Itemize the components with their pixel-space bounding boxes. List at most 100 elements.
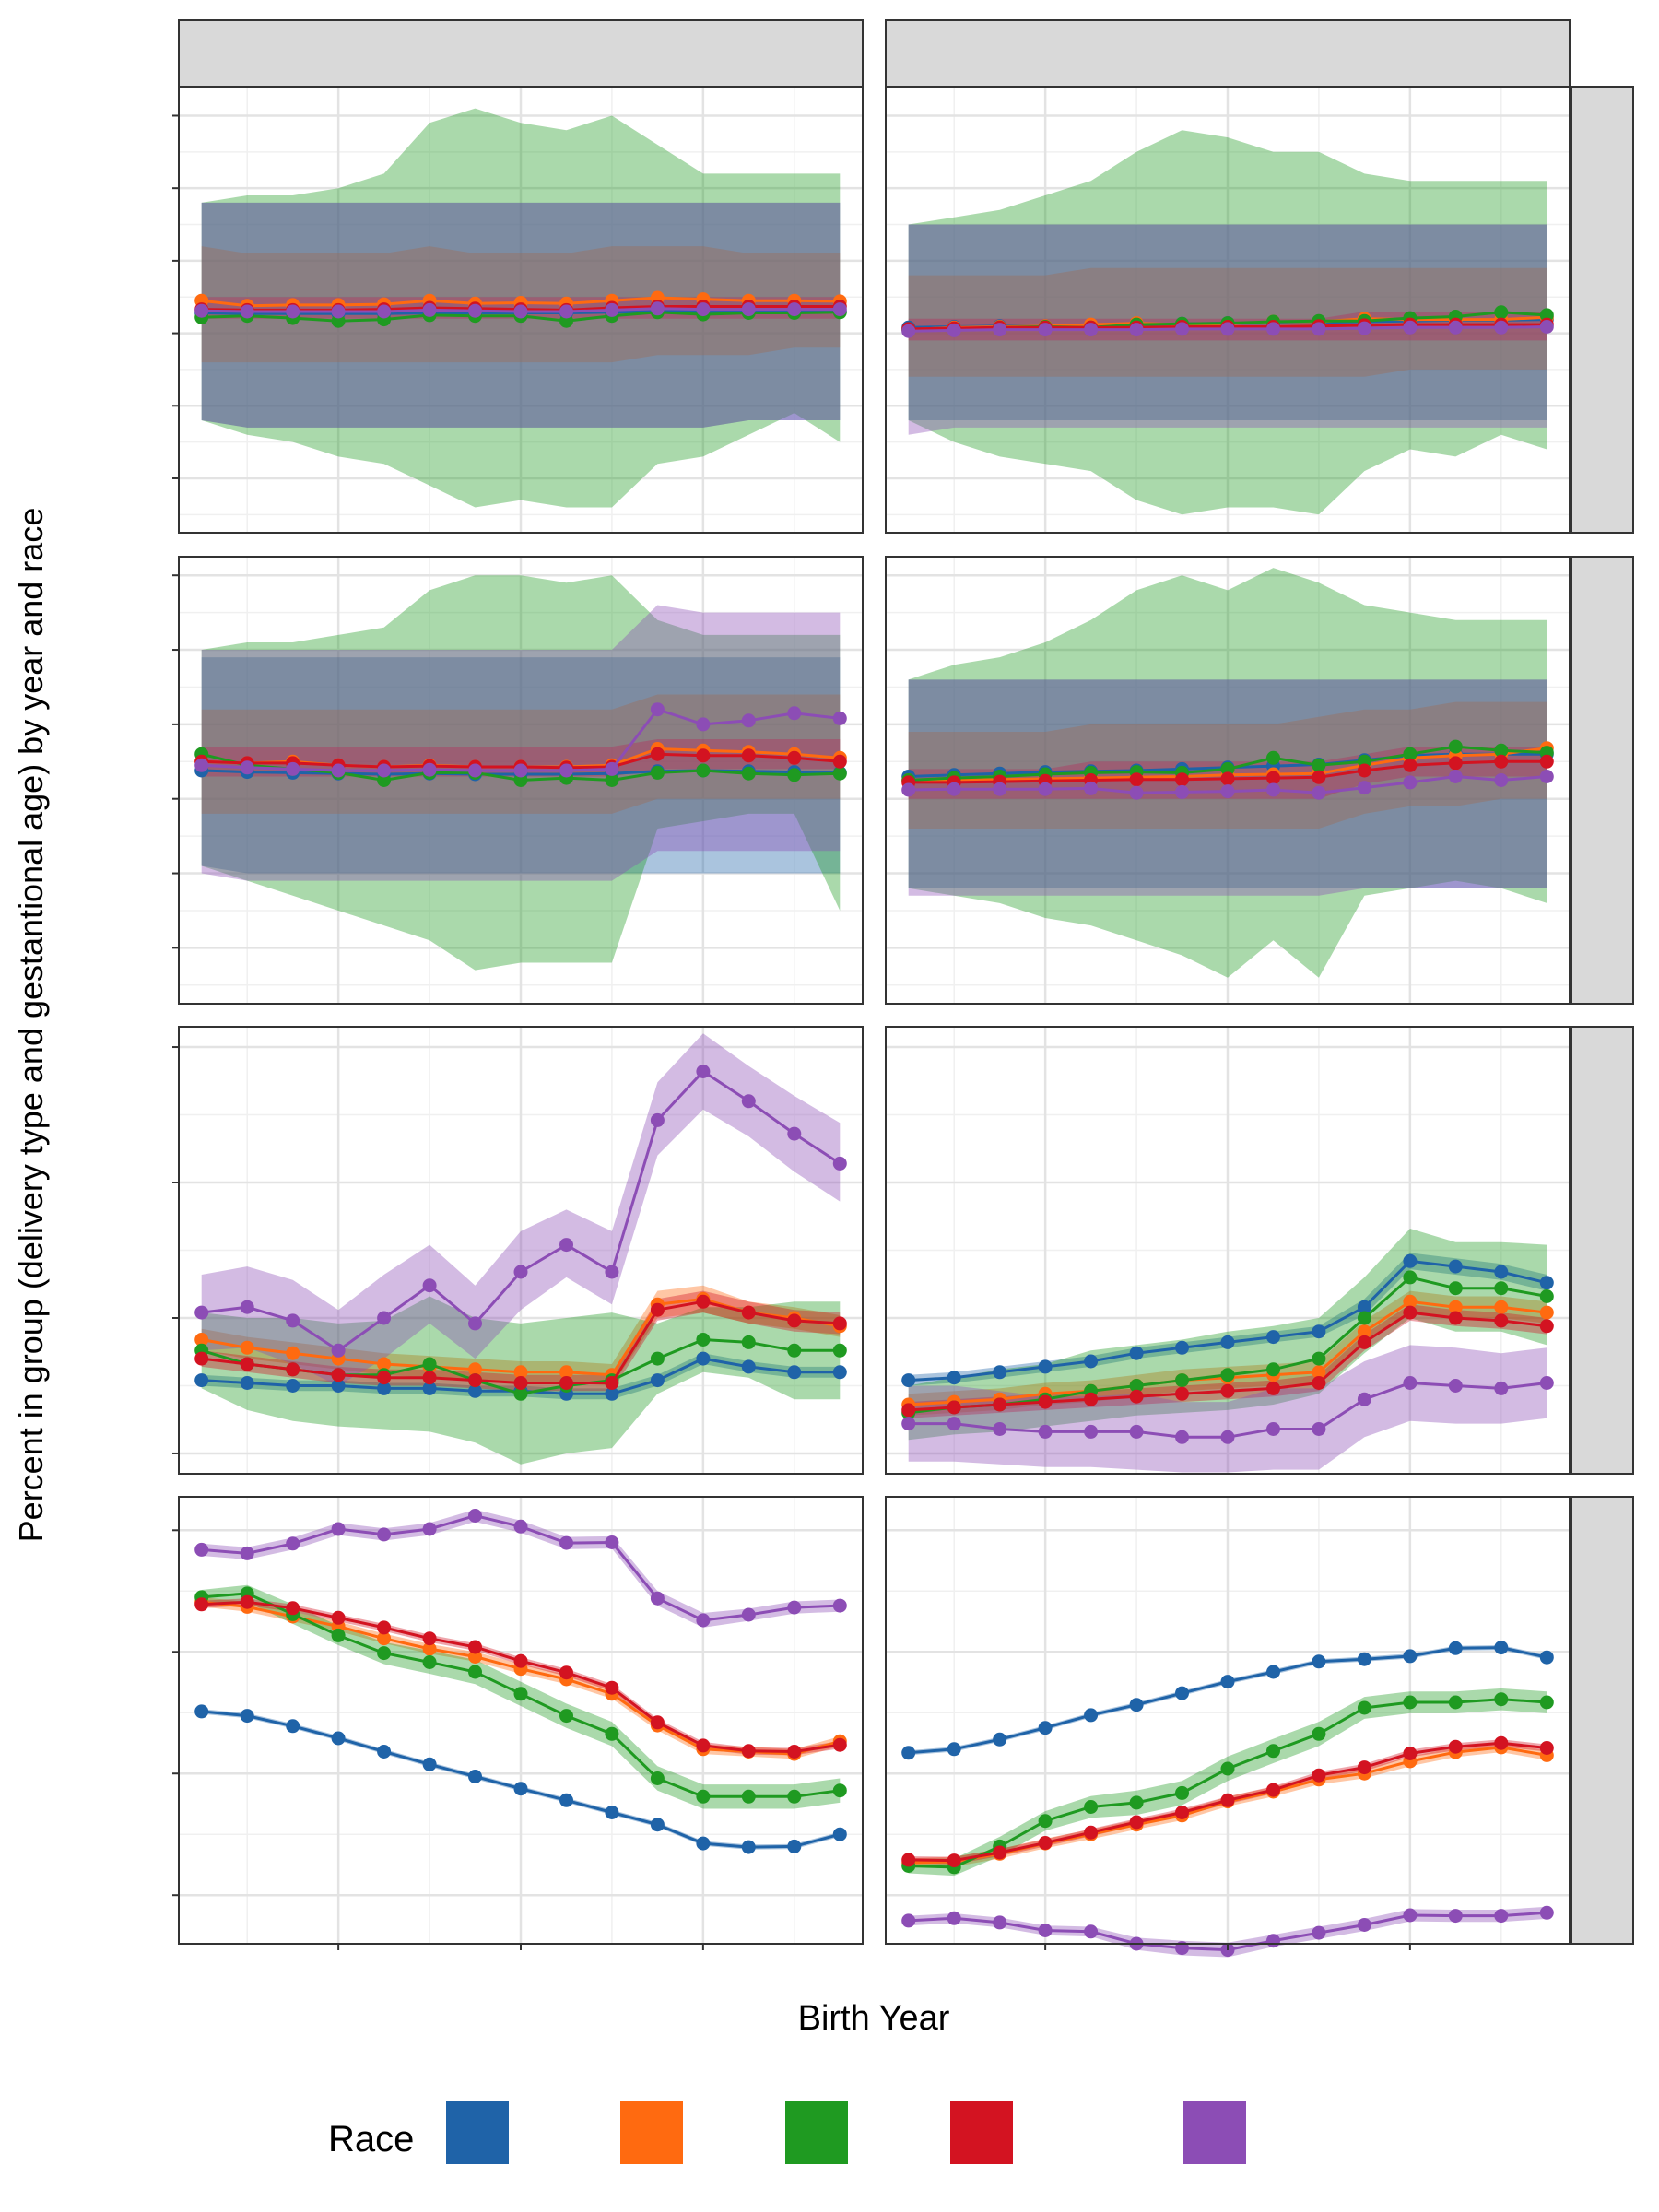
point-multiracial-2004 xyxy=(1038,1394,1053,1409)
legend-key-black xyxy=(620,2101,683,2164)
point-indigenous-2003 xyxy=(286,304,300,319)
point-multiracial-2003 xyxy=(993,1397,1007,1412)
point-indigenous-2008 xyxy=(1220,322,1235,336)
point-indigenous-2011 xyxy=(1357,1392,1371,1406)
ribbon-indigenous xyxy=(908,1345,1547,1473)
point-white-2002 xyxy=(947,1371,961,1385)
point-indigenous-2008 xyxy=(513,763,528,778)
point-indigenous-2004 xyxy=(1038,1924,1053,1937)
point-multiracial-2007 xyxy=(1175,1386,1189,1401)
point-multiracial-2003 xyxy=(286,1362,300,1377)
panel-border xyxy=(178,86,864,534)
point-asian-2014 xyxy=(1494,743,1509,758)
point-indigenous-2006 xyxy=(422,1522,437,1536)
point-multiracial-2001 xyxy=(194,1597,209,1612)
point-indigenous-2015 xyxy=(1539,770,1554,783)
point-multiracial-2006 xyxy=(1129,1389,1144,1404)
point-multiracial-2012 xyxy=(696,1738,711,1753)
point-white-2015 xyxy=(832,1365,847,1380)
point-indigenous-2013 xyxy=(1448,770,1463,783)
point-multiracial-2014 xyxy=(1494,754,1509,769)
point-indigenous-2014 xyxy=(787,1600,802,1615)
point-multiracial-2007 xyxy=(1175,772,1189,787)
point-indigenous-2004 xyxy=(331,763,346,778)
point-black-2014 xyxy=(1494,1300,1509,1314)
point-indigenous-2010 xyxy=(1312,1422,1326,1436)
point-white-2007 xyxy=(468,1770,482,1783)
point-asian-2007 xyxy=(1175,1373,1189,1388)
point-indigenous-2002 xyxy=(240,760,254,775)
point-indigenous-2006 xyxy=(1129,785,1144,800)
ribbon-indigenous xyxy=(201,605,841,881)
point-asian-2011 xyxy=(1357,1700,1371,1715)
point-indigenous-2001 xyxy=(901,324,916,338)
point-black-2002 xyxy=(240,1340,254,1355)
point-multiracial-2003 xyxy=(993,1845,1007,1860)
panel-border xyxy=(885,86,1571,534)
point-white-2012 xyxy=(696,1351,711,1366)
point-asian-2013 xyxy=(1448,1695,1463,1710)
panel-32-36-weeks-cesarean xyxy=(885,1026,1571,1475)
point-asian-2010 xyxy=(1312,1351,1326,1366)
point-indigenous-2011 xyxy=(650,301,665,316)
point-indigenous-2007 xyxy=(1175,322,1189,336)
point-white-2003 xyxy=(993,1365,1007,1380)
point-multiracial-2009 xyxy=(1266,1783,1280,1797)
point-indigenous-2015 xyxy=(1539,1376,1554,1390)
point-asian-2012 xyxy=(696,1333,711,1347)
column-strip-vaginal xyxy=(178,19,864,88)
point-multiracial-2002 xyxy=(240,1594,254,1609)
point-indigenous-2002 xyxy=(240,1300,254,1314)
point-white-2005 xyxy=(1084,1354,1099,1369)
point-indigenous-2012 xyxy=(696,1613,711,1628)
point-white-2003 xyxy=(286,1379,300,1393)
point-multiracial-2005 xyxy=(377,1371,392,1385)
point-multiracial-2012 xyxy=(1403,758,1418,772)
point-white-2011 xyxy=(650,1373,665,1388)
point-multiracial-2002 xyxy=(947,1400,961,1415)
point-indigenous-2014 xyxy=(1494,773,1509,787)
point-multiracial-2002 xyxy=(240,1357,254,1371)
point-indigenous-2004 xyxy=(331,304,346,319)
point-black-2011 xyxy=(1357,1324,1371,1339)
point-indigenous-2005 xyxy=(377,1311,392,1325)
point-black-2008 xyxy=(513,1365,528,1380)
point-asian-2012 xyxy=(696,763,711,778)
point-indigenous-2007 xyxy=(1175,1430,1189,1444)
point-multiracial-2010 xyxy=(605,1680,619,1695)
point-indigenous-2005 xyxy=(377,304,392,319)
point-multiracial-2005 xyxy=(377,1620,392,1635)
point-white-2012 xyxy=(1403,1253,1418,1268)
point-multiracial-2006 xyxy=(422,1631,437,1646)
point-indigenous-2014 xyxy=(787,1126,802,1141)
point-indigenous-2011 xyxy=(650,1112,665,1127)
point-indigenous-2011 xyxy=(650,1591,665,1606)
point-indigenous-2003 xyxy=(993,1422,1007,1436)
point-asian-2010 xyxy=(605,773,619,787)
legend-key-multiracial xyxy=(950,2101,1013,2164)
point-asian-2010 xyxy=(605,1726,619,1741)
panel-border xyxy=(178,556,864,1005)
point-indigenous-2014 xyxy=(1494,1381,1509,1395)
facet-panels xyxy=(178,86,1571,1958)
point-indigenous-2011 xyxy=(1357,321,1371,335)
point-white-2006 xyxy=(422,1381,437,1395)
point-multiracial-2010 xyxy=(1312,1768,1326,1783)
point-multiracial-2011 xyxy=(650,1715,665,1730)
point-indigenous-2013 xyxy=(1448,1909,1463,1924)
point-asian-2009 xyxy=(1266,750,1280,765)
point-asian-2007 xyxy=(468,1665,482,1679)
panel-border xyxy=(885,1026,1571,1475)
y-axis-title: Percent in group (delivery type and gest… xyxy=(12,508,50,1543)
panel-28-31-weeks-vaginal xyxy=(178,556,864,1005)
point-asian-2014 xyxy=(787,768,802,782)
point-asian-2006 xyxy=(422,1655,437,1669)
point-indigenous-2007 xyxy=(468,1316,482,1331)
point-multiracial-2005 xyxy=(1084,1392,1099,1406)
point-multiracial-2013 xyxy=(741,1305,756,1320)
point-indigenous-2003 xyxy=(286,1536,300,1551)
point-black-2007 xyxy=(468,1362,482,1377)
point-white-2015 xyxy=(1539,1650,1554,1665)
point-indigenous-2008 xyxy=(513,304,528,319)
